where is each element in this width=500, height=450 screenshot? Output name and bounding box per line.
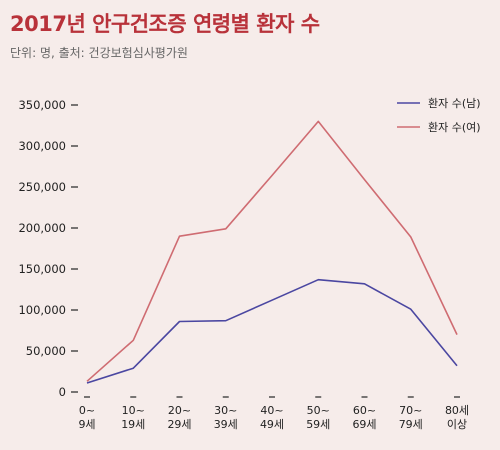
x-tick-label: 50~ 59세: [306, 404, 330, 431]
series-line-male: [86, 278, 458, 384]
y-tick-label: 300,000: [18, 139, 66, 153]
y-tick-label: 350,000: [18, 98, 66, 112]
legend-label-male: 환자 수(남): [428, 97, 481, 110]
x-tick-label: 60~ 69세: [352, 404, 376, 431]
x-tick-label: 40~ 49세: [260, 404, 284, 431]
legend-label-female: 환자 수(여): [428, 121, 481, 134]
series-line-female: [86, 120, 458, 382]
x-tick-label: 0~ 9세: [78, 404, 95, 431]
y-tick-label: 0: [59, 385, 66, 399]
x-tick-label: 30~ 39세: [214, 404, 238, 431]
y-tick-label: 150,000: [18, 262, 66, 276]
x-tick-label: 80세 이상: [445, 404, 469, 431]
y-tick-label: 250,000: [18, 180, 66, 194]
x-tick-label: 20~ 29세: [167, 404, 191, 431]
chart-subtitle: 단위: 명, 출처: 건강보험심사평가원: [10, 46, 188, 60]
chart-title: 2017년 안구건조증 연령별 환자 수: [10, 12, 320, 36]
y-tick-label: 100,000: [18, 303, 66, 317]
y-tick-label: 200,000: [18, 221, 66, 235]
y-tick-label: 50,000: [26, 344, 66, 358]
x-tick-label: 70~ 79세: [399, 404, 423, 431]
x-tick-label: 10~ 19세: [121, 404, 145, 431]
